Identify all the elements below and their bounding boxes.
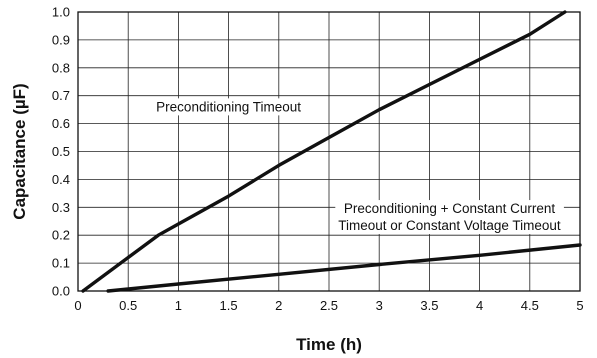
y-tick-label: 1.0 — [52, 5, 70, 20]
annotation-2: Preconditioning + Constant Current Timeou… — [335, 200, 564, 235]
y-tick-label: 0.4 — [52, 172, 70, 187]
x-tick-labels: 0 0.5 1 1.5 2 2.5 3 3.5 4 4.5 5 — [74, 298, 583, 313]
y-tick-label: 0.2 — [52, 228, 70, 243]
y-tick-label: 0.1 — [52, 256, 70, 271]
annotations: Preconditioning Timeout Preconditioning +… — [153, 98, 564, 235]
grid — [78, 12, 580, 291]
annotation-text: Preconditioning Timeout — [156, 99, 301, 114]
annotation-1: Preconditioning Timeout — [153, 98, 305, 116]
x-axis-title: Time (h) — [296, 335, 362, 354]
y-tick-label: 0.9 — [52, 32, 70, 47]
y-tick-labels: 0.0 0.1 0.2 0.3 0.4 0.5 0.6 0.7 0.8 0.9 1.0 — [52, 5, 70, 299]
y-tick-label: 0.0 — [52, 284, 70, 299]
x-tick-label: 4.5 — [521, 298, 539, 313]
annotation-background — [335, 200, 564, 235]
x-tick-label: 3.5 — [420, 298, 438, 313]
x-tick-label: 2 — [275, 298, 282, 313]
y-tick-label: 0.5 — [52, 144, 70, 159]
y-tick-label: 0.3 — [52, 200, 70, 215]
x-tick-label: 5 — [576, 298, 583, 313]
annotation-background — [153, 98, 305, 116]
x-tick-label: 4 — [476, 298, 483, 313]
x-tick-label: 0.5 — [119, 298, 137, 313]
x-tick-label: 3 — [376, 298, 383, 313]
series-lines — [81, 10, 582, 293]
x-tick-label: 1 — [175, 298, 182, 313]
x-tick-label: 1.5 — [220, 298, 238, 313]
series-line-1 — [81, 10, 567, 293]
annotation-text: Timeout or Constant Voltage Timeout — [338, 218, 561, 233]
plot-frame — [77, 11, 581, 292]
series-line-2 — [106, 243, 582, 293]
x-tick-label: 2.5 — [320, 298, 338, 313]
y-tick-label: 0.6 — [52, 116, 70, 131]
annotation-text: Preconditioning + Constant Current — [344, 201, 555, 216]
y-tick-label: 0.8 — [52, 60, 70, 75]
x-tick-label: 0 — [74, 298, 81, 313]
y-axis-title: Capacitance (µF) — [10, 83, 29, 219]
y-tick-label: 0.7 — [52, 88, 70, 103]
